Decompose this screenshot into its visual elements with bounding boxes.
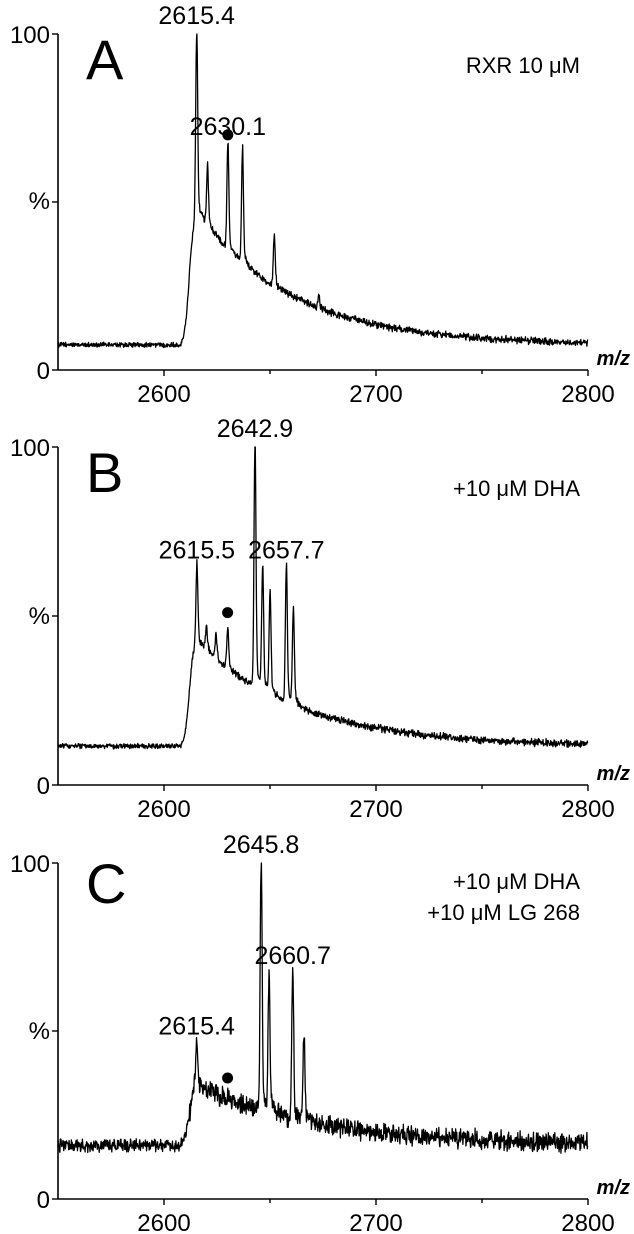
panel-c-x-tick-label-2800: 2800 — [561, 1210, 614, 1234]
panel-a-y-tick-label-0: 0 — [37, 358, 50, 385]
panel-c-y-tick-label-0: 0 — [37, 1187, 50, 1214]
panel-b-ticks: 2600 2700 2800 0 100 — [10, 435, 615, 823]
panel-c-ticks: 2600 2700 2800 0 100 — [10, 851, 615, 1234]
panel-c-marker-dot-0 — [222, 1072, 234, 1084]
panel-a-spectrum: A RXR 10 μM % m/z 2600 2700 2800 0 100 2615.… — [10, 2, 630, 408]
panel-a-x-tick-label-2700: 2700 — [349, 381, 402, 408]
panel-c-peak-label-1: 2645.8 — [223, 831, 299, 859]
panel-b-peak-label-2: 2657.7 — [248, 537, 324, 565]
panel-c-condition-1: +10 μM DHA — [453, 869, 580, 894]
panel-a-marker-dot-0 — [222, 129, 234, 141]
panel-b-peak-label-1: 2642.9 — [217, 415, 293, 443]
panel-c-condition-2: +10 μM LG 268 — [427, 900, 580, 925]
panel-b-x-tick-label-2800: 2800 — [561, 796, 614, 823]
panel-a-x-tick-label-2600: 2600 — [137, 381, 190, 408]
panel-c-letter: C — [86, 852, 126, 915]
panel-b-peak-label-0: 2615.5 — [159, 537, 235, 565]
panel-c-y-tick-label-100: 100 — [10, 851, 50, 878]
panel-b-letter: B — [86, 441, 123, 504]
panel-c-y-label: % — [29, 1018, 50, 1045]
panel-c-x-tick-label-2700: 2700 — [349, 1210, 402, 1234]
panel-b-spectrum: B +10 μM DHA % m/z 2600 2700 2800 0 100 2615… — [10, 415, 630, 823]
panel-a-y-label: % — [29, 188, 50, 215]
panel-a-ticks: 2600 2700 2800 0 100 — [10, 22, 615, 408]
panel-b-peak-labels: 2615.5 2642.9 2657.7 — [159, 415, 325, 619]
panel-c-peak-label-0: 2615.4 — [158, 1012, 235, 1040]
panel-a-spectrum-line — [57, 33, 589, 349]
panel-a-peak-label-0: 2615.4 — [158, 2, 235, 30]
panel-b-y-tick-label-100: 100 — [10, 435, 50, 462]
panel-b-x-unit: m/z — [597, 763, 630, 785]
panel-b-marker-dot-0 — [222, 607, 234, 619]
panel-a-letter: A — [86, 28, 124, 91]
panel-b-x-tick-label-2700: 2700 — [349, 796, 402, 823]
panel-c-spectrum-line — [57, 862, 589, 1154]
panel-b-x-tick-label-2600: 2600 — [137, 796, 190, 823]
panel-b-condition-1: +10 μM DHA — [453, 476, 580, 501]
panel-c-peak-labels: 2615.4 2645.8 2660.7 — [158, 831, 331, 1084]
panel-c-peak-label-2: 2660.7 — [254, 942, 330, 970]
panel-a-x-tick-label-2800: 2800 — [561, 381, 614, 408]
panel-c-spectrum: C +10 μM DHA +10 μM LG 268 % m/z 2600 270… — [10, 831, 630, 1234]
panel-b-spectrum-line — [57, 446, 589, 750]
panel-b-y-label: % — [29, 603, 50, 630]
panel-a-x-unit: m/z — [597, 348, 630, 370]
panel-c-x-unit: m/z — [597, 1177, 630, 1199]
panel-a-y-tick-label-100: 100 — [10, 22, 50, 49]
panel-a-condition-1: RXR 10 μM — [466, 53, 580, 78]
panel-c-x-tick-label-2600: 2600 — [137, 1210, 190, 1234]
panel-b-y-tick-label-0: 0 — [37, 773, 50, 800]
